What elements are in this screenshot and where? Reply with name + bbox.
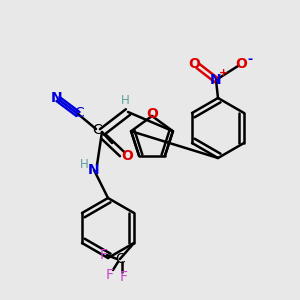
Text: H: H [80, 158, 88, 172]
Text: F: F [106, 268, 114, 282]
Text: F: F [100, 248, 108, 262]
Text: N: N [51, 91, 63, 105]
Text: O: O [121, 149, 133, 163]
Text: H: H [121, 94, 129, 107]
Text: N: N [210, 73, 222, 87]
Text: O: O [146, 107, 158, 121]
Text: C: C [92, 123, 102, 137]
Text: N: N [88, 163, 100, 177]
Text: F: F [120, 270, 128, 284]
Text: +: + [219, 68, 229, 78]
Text: C: C [74, 106, 84, 120]
Text: C: C [115, 252, 125, 266]
Text: O: O [235, 57, 247, 71]
Text: -: - [248, 52, 253, 65]
Text: O: O [188, 57, 200, 71]
